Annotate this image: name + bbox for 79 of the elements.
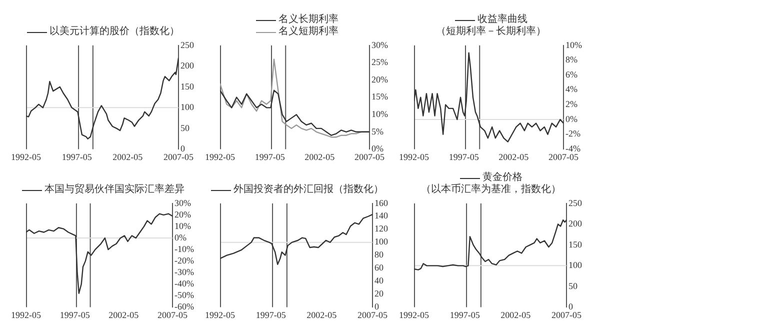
y-tick-label: 250 <box>568 198 582 208</box>
y-tick-label: 40 <box>374 276 384 286</box>
y-tick-label: 0% <box>372 144 384 154</box>
legend-label: 收益率曲线 <box>478 14 528 26</box>
y-tick-label: 80 <box>374 250 384 260</box>
legend-label: 名义长期利率 <box>278 14 338 26</box>
y-tick-label: 140 <box>374 210 388 221</box>
y-tick-label: 200 <box>568 218 582 229</box>
x-tick-label: 2007-05 <box>358 310 388 320</box>
x-tick-label: 1997-05 <box>450 310 480 320</box>
x-tick-label: 2002-05 <box>500 310 532 320</box>
legend-label: 黄金价格 <box>482 172 522 184</box>
y-tick-label: -30% <box>174 266 195 277</box>
y-tick-label: -60% <box>174 302 195 312</box>
y-tick-label: 6% <box>566 69 578 80</box>
y-tick-label: 20% <box>174 209 192 220</box>
y-tick-label: 30% <box>372 40 389 50</box>
x-tick-label: 1997-05 <box>448 152 480 162</box>
chart-subtitle: （短期利率－长期利率） <box>435 26 547 38</box>
y-tick-label: 20 <box>374 288 384 299</box>
x-tick-label: 1992-05 <box>11 310 42 320</box>
y-tick-label: 2% <box>566 99 578 110</box>
y-tick-label: 30% <box>174 198 192 208</box>
x-tick-label: 2002-05 <box>304 152 336 162</box>
x-tick-label: 1992-05 <box>205 310 236 320</box>
y-tick-label: 50 <box>568 280 578 291</box>
y-tick-label: 0 <box>374 302 380 312</box>
x-tick-label: 1997-05 <box>254 152 286 162</box>
y-tick-label: 25% <box>372 57 389 68</box>
x-tick-label: 2002-05 <box>306 310 338 320</box>
legend-label: 外国投资者的外汇回报（指数化） <box>234 184 384 196</box>
y-tick-label: 8% <box>566 54 578 65</box>
x-tick-label: 2002-05 <box>498 152 530 162</box>
x-tick-label: 1997-05 <box>60 310 90 320</box>
y-tick-label: -40% <box>174 278 195 288</box>
y-tick-label: 4% <box>566 84 578 94</box>
y-tick-label: 150 <box>568 239 582 250</box>
x-tick-label: 2007-05 <box>158 310 188 320</box>
y-tick-label: 160 <box>374 198 388 208</box>
y-tick-label: -50% <box>174 290 195 300</box>
y-tick-label: -4% <box>566 144 581 154</box>
y-tick-label: 10% <box>174 220 192 231</box>
y-tick-label: -20% <box>174 255 195 266</box>
y-tick-label: -2% <box>566 128 581 139</box>
y-tick-label: 100 <box>180 102 194 112</box>
y-tick-label: -10% <box>174 244 195 254</box>
legend-label: 名义短期利率 <box>278 26 338 38</box>
x-tick-label: 2007-05 <box>552 310 582 320</box>
y-tick-label: 10% <box>372 108 389 119</box>
x-tick-label: 2007-05 <box>164 152 194 162</box>
y-tick-label: 150 <box>180 81 194 92</box>
y-tick-label: 60 <box>374 262 384 273</box>
y-tick-label: 0% <box>174 232 188 242</box>
y-tick-label: 5% <box>372 126 384 136</box>
y-tick-label: 100 <box>568 260 582 270</box>
x-tick-label: 1992-05 <box>11 152 42 162</box>
x-tick-label: 2002-05 <box>112 152 144 162</box>
x-tick-label: 1992-05 <box>205 152 236 162</box>
chart-subtitle: （以本币汇率为基准，指数化） <box>420 184 562 196</box>
y-tick-label: 0 <box>180 144 186 154</box>
y-tick-label: 120 <box>374 224 388 234</box>
x-tick-label: 1997-05 <box>256 310 286 320</box>
legend-label: 以美元计算的股价（指数化） <box>50 26 180 38</box>
y-tick-label: 100 <box>374 236 388 247</box>
x-tick-label: 2007-05 <box>354 152 385 162</box>
x-tick-label: 2002-05 <box>108 310 140 320</box>
x-tick-label: 1992-05 <box>399 310 430 320</box>
y-tick-label: 0 <box>568 302 574 312</box>
y-tick-label: 50 <box>180 122 190 133</box>
x-tick-label: 1992-05 <box>399 152 430 162</box>
x-tick-label: 1997-05 <box>62 152 92 162</box>
y-tick-label: 10% <box>566 40 583 50</box>
x-tick-label: 2007-05 <box>548 152 579 162</box>
legend-label: 本国与贸易伙伴国实际汇率差异 <box>44 184 184 196</box>
y-tick-label: 250 <box>180 40 194 50</box>
y-tick-label: 0% <box>566 114 578 124</box>
y-tick-label: 15% <box>372 92 389 102</box>
y-tick-label: 200 <box>180 60 194 71</box>
y-tick-label: 20% <box>372 74 389 84</box>
